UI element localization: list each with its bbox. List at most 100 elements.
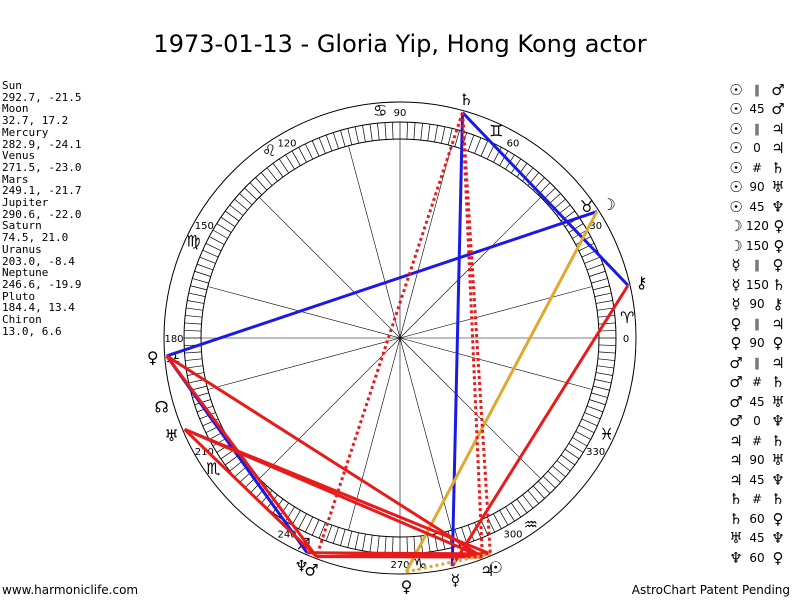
- aspect-planet2-glyph: ♆: [771, 529, 785, 548]
- degree-label: 240: [277, 530, 296, 541]
- zodiac-sign-glyph: ♏: [206, 459, 220, 478]
- degree-tick: [597, 358, 615, 361]
- degree-label: 180: [164, 334, 183, 345]
- degree-tick: [598, 351, 616, 354]
- degree-tick: [493, 513, 502, 529]
- degree-tick: [594, 379, 612, 384]
- aspect-planet2-glyph: ♅: [771, 392, 785, 411]
- planet-glyph: ♅: [165, 426, 179, 445]
- degree-label: 30: [589, 221, 602, 232]
- degree-tick: [185, 358, 203, 361]
- zodiac-sign-glyph: ♋: [373, 101, 387, 120]
- degree-tick: [362, 533, 366, 551]
- planet-name: Uranus: [2, 242, 42, 256]
- degree-tick: [266, 167, 278, 182]
- degree-tick: [202, 249, 219, 258]
- planet-coords: 290.6, -22.0: [2, 207, 82, 221]
- degree-tick: [406, 122, 408, 140]
- degree-tick: [377, 535, 380, 553]
- aspect-planet2-glyph: ♄: [771, 431, 785, 450]
- sign-divider: [399, 337, 452, 531]
- degree-tick: [427, 124, 431, 141]
- degree-tick: [516, 498, 528, 513]
- planet-name: Pluto: [2, 289, 36, 303]
- zodiac-sign-glyph: ♈: [620, 308, 634, 327]
- planet-coords: 246.6, -19.9: [2, 277, 82, 291]
- degree-label: 300: [503, 530, 522, 541]
- aspect-type: 45: [749, 394, 765, 409]
- zodiac-sign-glyph: ♑: [413, 555, 427, 574]
- aspect-row: ♆ 60 ♀: [726, 548, 789, 568]
- aspect-planet1-glyph: ♂: [729, 412, 743, 431]
- degree-tick: [318, 522, 326, 539]
- degree-tick: [347, 128, 353, 145]
- planet-glyph: ♂: [304, 561, 318, 580]
- aspect-planet2-glyph: ♃: [771, 139, 785, 158]
- sign-divider: [207, 337, 401, 390]
- planet-coords: 32.7, 17.2: [2, 114, 69, 128]
- aspect-type: ∥: [754, 316, 760, 331]
- aspect-type: 90: [749, 180, 765, 195]
- degree-tick: [578, 424, 595, 434]
- degree-tick: [325, 134, 333, 152]
- planet-coords: 271.5, -23.0: [2, 160, 82, 174]
- sign-divider: [348, 145, 401, 339]
- degree-tick: [547, 470, 561, 483]
- aspect-line: [165, 354, 484, 559]
- degree-tick: [225, 210, 240, 222]
- degree-tick: [434, 125, 438, 143]
- aspect-planet2-glyph: ♄: [772, 275, 786, 294]
- aspect-planet2-glyph: ♀: [772, 334, 784, 353]
- aspect-row: ♂ 0 ♆: [726, 412, 789, 432]
- degree-tick: [474, 522, 482, 539]
- aspect-planet1-glyph: ♅: [729, 529, 743, 548]
- degree-tick: [486, 516, 496, 533]
- outer-circle: [163, 101, 637, 575]
- aspect-row: ♂ ∥ ♃: [726, 353, 789, 373]
- degree-tick: [285, 154, 295, 170]
- degree-tick: [467, 524, 475, 542]
- planet-coords: 13.0, 6.6: [2, 324, 62, 338]
- aspect-line: [183, 428, 318, 558]
- degree-tick: [298, 147, 307, 163]
- degree-tick: [522, 494, 534, 509]
- planet-coords: 184.4, 13.4: [2, 301, 75, 315]
- aspect-planet1-glyph: ♆: [729, 548, 743, 567]
- aspect-line: [307, 551, 491, 556]
- aspect-row: ♂ 45 ♅: [726, 392, 789, 412]
- degree-tick: [584, 412, 601, 420]
- degree-tick: [384, 536, 387, 554]
- degree-tick: [347, 531, 353, 548]
- aspect-type: 90: [749, 336, 765, 351]
- aspect-planet2-glyph: ♀: [772, 509, 784, 528]
- degree-tick: [598, 330, 616, 332]
- degree-tick: [598, 322, 616, 325]
- degree-tick: [220, 216, 236, 228]
- aspect-row: ♀ ∥ ♃: [726, 314, 789, 334]
- aspect-planet1-glyph: ♃: [729, 470, 743, 489]
- aspect-planet1-glyph: ☉: [729, 178, 743, 197]
- planet-glyph: ♄: [459, 90, 473, 109]
- aspect-row: ☉ ∥ ♃: [726, 119, 789, 139]
- zodiac-sign-glyph: ♓: [599, 424, 613, 443]
- aspect-line: [166, 210, 598, 358]
- sign-divider: [399, 286, 593, 339]
- aspect-planet1-glyph: ♄: [729, 509, 743, 528]
- sign-divider: [399, 145, 452, 339]
- degree-tick: [447, 128, 453, 145]
- footer-website[interactable]: www.harmoniclife.com: [2, 583, 139, 597]
- degree-tick: [354, 532, 359, 550]
- aspect-type: 120: [746, 219, 769, 234]
- aspect-planet1-glyph: ☉: [729, 197, 743, 216]
- degree-tick: [332, 132, 339, 149]
- degree-tick: [591, 392, 608, 398]
- aspect-planet2-glyph: ♆: [771, 470, 785, 489]
- aspect-type: ∥: [754, 258, 760, 273]
- degree-tick: [205, 242, 222, 252]
- degree-tick: [304, 516, 314, 533]
- aspect-planet1-glyph: ☉: [729, 158, 743, 177]
- degree-tick: [318, 137, 326, 154]
- aspect-planet1-glyph: ♃: [729, 451, 743, 470]
- zodiac-sign-glyph: ♍: [186, 232, 200, 251]
